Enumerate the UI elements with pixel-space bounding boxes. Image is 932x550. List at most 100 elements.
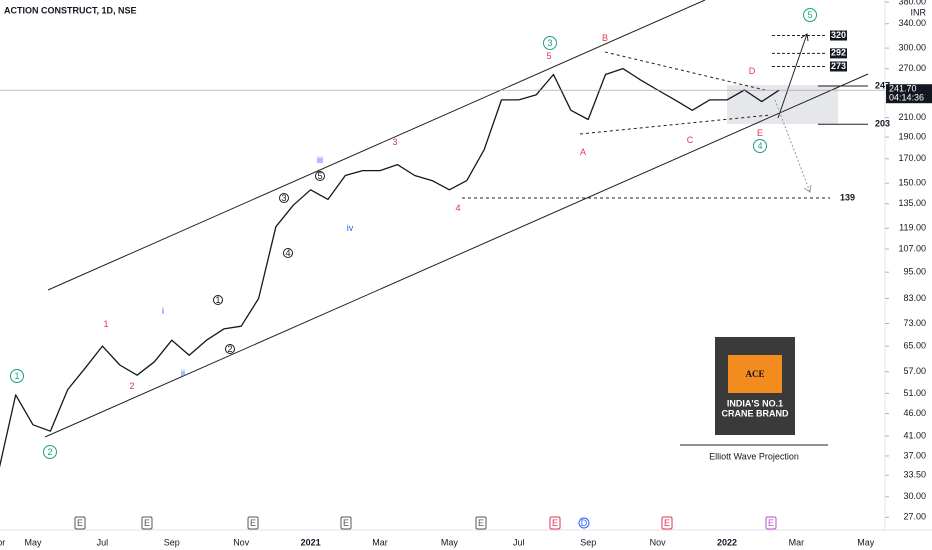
event-marker [74,516,86,530]
wave-label: E [757,128,763,138]
x-tick-label: Nov [650,537,667,547]
wave-label: 5 [317,171,322,181]
event-marker [549,516,561,530]
x-tick-label: May [441,537,459,547]
wave-label: 2 [129,381,134,391]
caption: Elliott Wave Projection [709,451,799,461]
y-tick-label: 65.00 [903,341,926,351]
chart-title: ACTION CONSTRUCT, 1D, NSE [4,5,137,15]
wave-label: iii [317,155,323,165]
wave-circle [753,139,767,153]
wave-label: 1 [103,319,108,329]
wave-label: 4 [757,141,762,151]
logo-mark [728,355,782,393]
wave-circle [213,295,223,305]
wave-label: D [749,66,756,76]
target-label: 273 [831,61,846,71]
wave-label: B [602,33,608,43]
axis-unit: INR [911,7,927,17]
wave-label: A [580,147,586,157]
event-label: E [664,518,670,528]
countdown: 04:14:36 [889,93,924,103]
y-tick-label: 107.00 [898,243,926,253]
event-marker [765,516,777,530]
x-tick-label: Nov [233,537,250,547]
wave-circle [10,369,24,383]
wave-label: iv [347,223,354,233]
arrow-head [803,184,812,193]
y-tick-label: 95.00 [903,267,926,277]
arrow-head [800,33,809,42]
y-tick-label: 119.00 [899,223,926,233]
level-label: 247 [875,80,890,90]
wave-circle [315,171,325,181]
wave-label: 2 [227,344,232,354]
event-marker [661,516,673,530]
y-tick-label: 210.00 [898,112,926,122]
projection-down [774,99,811,193]
wave-label: 4 [455,203,460,213]
y-tick-label: 170.00 [898,153,926,163]
wave-circle [225,344,235,354]
x-tick-label: Apr [0,537,5,547]
event-marker [340,516,352,530]
event-label: E [343,518,349,528]
y-tick-label: 73.00 [903,318,926,328]
wave-circle [43,445,57,459]
x-tick-label: Sep [164,537,180,547]
y-tick-label: 150.00 [898,178,926,188]
y-tick-label: 51.00 [903,388,926,398]
triangle-lower [579,114,771,135]
event-marker [475,516,487,530]
y-tick-label: 300.00 [898,42,926,52]
wave-label: 3 [392,137,397,147]
x-tick-label: Mar [789,537,805,547]
channel-upper [47,0,706,291]
wave-circle [279,193,289,203]
wave-circle [543,36,557,50]
event-label: D [581,518,588,528]
wave-label: ii [181,368,185,378]
event-label: E [77,518,83,528]
x-tick-label: 2021 [301,537,321,547]
price-line [0,67,780,468]
last-price-tag [886,84,932,104]
x-tick-label: 2022 [717,537,737,547]
x-tick-label: May [24,537,42,547]
y-tick-label: 340.00 [898,18,926,28]
wave-label: C [687,135,694,145]
event-marker [247,516,259,530]
event-marker [578,517,590,529]
target-box [830,48,847,59]
y-tick-label: 57.00 [903,366,926,376]
wave-label: 5 [807,10,812,20]
wave-circle [803,8,817,22]
y-tick-label: 30.00 [903,491,926,501]
level-label: 139 [840,192,855,202]
logo: ACE INDIA'S NO.1 CRANE BRAND [715,337,795,435]
y-tick-label: 41.00 [903,430,926,440]
target-label: 320 [831,30,846,40]
event-label: E [250,518,256,528]
x-tick-label: Mar [372,537,388,547]
target-label: 292 [831,48,846,58]
channel-lower [44,73,869,438]
y-tick-label: 135.00 [898,198,926,208]
event-label: E [768,518,774,528]
wave-label: 2 [47,447,52,457]
event-label: E [552,518,558,528]
x-tick-label: May [857,537,875,547]
target-box [830,61,847,72]
logo-line2: CRANE BRAND [722,408,789,418]
y-tick-label: 46.00 [903,408,926,418]
x-tick-label: Jul [513,537,525,547]
logo-brand: ACE [745,369,764,379]
y-tick-label: 380.00 [898,0,926,6]
event-label: E [478,518,484,528]
wave-label: 5 [546,51,551,61]
logo-line1: INDIA'S NO.1 [727,398,783,408]
projection-up [777,33,808,119]
wave-label: 1 [14,371,19,381]
y-tick-label: 190.00 [898,131,926,141]
